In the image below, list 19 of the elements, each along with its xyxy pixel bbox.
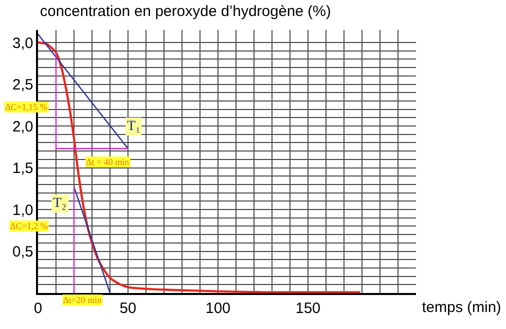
x-tick-label: 100: [205, 300, 231, 317]
y-tick-label: 3,0: [12, 34, 34, 52]
annotation: T₁: [127, 119, 140, 134]
y-tick-label: 2,5: [12, 76, 34, 94]
x-tick-label: 0: [34, 300, 42, 317]
y-axis-title: concentration en peroxyde d’hydrogène (%): [40, 3, 332, 20]
x-tick-label: 150: [295, 300, 321, 317]
annotation: T₂: [53, 196, 67, 211]
text: Δt=20 min: [63, 295, 102, 305]
line-series: [38, 41, 362, 293]
y-tick-label: 1,0: [12, 202, 34, 219]
x-axis-title: temps (min): [422, 299, 502, 316]
y-tick-label: 1,5: [12, 160, 34, 178]
annotation: Δt = 40 min: [86, 157, 130, 167]
annotation: ΔC=1,2 %: [10, 221, 48, 231]
y-tick-label: 2,0: [12, 118, 34, 136]
annotation: ΔC=1,15 %: [5, 102, 48, 112]
x-tick-label: 50: [120, 300, 136, 317]
y-tick-label: 0,5: [12, 244, 34, 260]
